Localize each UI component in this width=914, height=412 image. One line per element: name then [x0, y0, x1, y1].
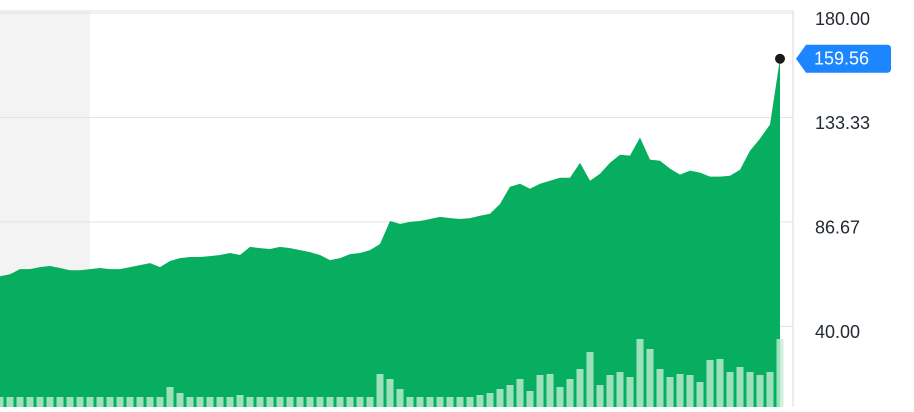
y-tick-label: 133.33: [815, 113, 870, 133]
volume-bar: [746, 372, 754, 407]
volume-bar: [366, 397, 374, 407]
volume-bar: [36, 397, 44, 407]
volume-bar: [346, 397, 354, 407]
volume-bar: [116, 397, 124, 407]
volume-bar: [6, 397, 14, 407]
volume-bar: [356, 397, 364, 407]
volume-bar: [216, 397, 224, 407]
price-area: [0, 58, 780, 408]
volume-bar: [66, 397, 74, 407]
volume-bar: [376, 374, 384, 407]
volume-bar: [636, 339, 644, 407]
volume-bar: [586, 352, 594, 407]
volume-bar: [476, 395, 484, 407]
volume-bar: [736, 367, 744, 407]
volume-bar: [156, 397, 164, 407]
volume-bar: [176, 393, 184, 407]
volume-bar: [606, 375, 614, 407]
volume-bar: [456, 397, 464, 407]
volume-bar: [516, 379, 524, 407]
volume-bar: [496, 389, 504, 407]
volume-bar: [46, 397, 54, 407]
volume-bar: [656, 369, 664, 407]
volume-bar: [406, 397, 414, 407]
volume-bar: [576, 369, 584, 407]
volume-bar: [676, 374, 684, 407]
y-tick-label: 180.00: [815, 9, 870, 29]
volume-bar: [296, 397, 304, 407]
volume-bar: [266, 397, 274, 407]
volume-bar: [96, 397, 104, 407]
volume-bar: [196, 397, 204, 407]
volume-bar: [446, 397, 454, 407]
volume-bar: [566, 379, 574, 407]
volume-bar: [136, 397, 144, 407]
volume-bar: [306, 397, 314, 407]
volume-bar: [126, 397, 134, 407]
price-area: [0, 53, 785, 408]
y-tick-label: 86.67: [815, 218, 860, 238]
volume-bar: [756, 375, 764, 407]
volume-bar: [16, 397, 24, 407]
volume-bar: [536, 375, 544, 407]
volume-bar: [56, 397, 64, 407]
volume-bar: [316, 397, 324, 407]
volume-bar: [0, 397, 4, 407]
volume-bar: [236, 395, 244, 407]
volume-bar: [146, 397, 154, 407]
volume-bar: [286, 397, 294, 407]
volume-bar: [776, 339, 784, 407]
volume-bar: [646, 349, 654, 407]
volume-bar: [226, 397, 234, 407]
volume-bar: [186, 397, 194, 407]
volume-bar: [256, 397, 264, 407]
volume-bar: [246, 397, 254, 407]
price-tag-label: 159.56: [814, 49, 869, 69]
volume-bar: [546, 374, 554, 407]
volume-bar: [386, 379, 394, 407]
volume-bar: [106, 397, 114, 407]
volume-bar: [336, 397, 344, 407]
volume-bar: [206, 397, 214, 407]
volume-bar: [726, 372, 734, 407]
volume-bar: [326, 397, 334, 407]
last-point: [775, 53, 785, 64]
volume-bar: [706, 360, 714, 407]
volume-bar: [526, 391, 534, 407]
volume-bar: [506, 385, 514, 407]
volume-bar: [556, 387, 564, 407]
volume-bar: [86, 397, 94, 407]
y-tick-label: 40.00: [815, 322, 860, 342]
volume-bar: [666, 377, 674, 407]
volume-bar: [436, 397, 444, 407]
volume-bar: [276, 397, 284, 407]
volume-bar: [696, 382, 704, 407]
y-axis: 180.00 133.33 86.67 40.00 159.56: [796, 9, 891, 342]
volume-bar: [686, 375, 694, 407]
price-tag: [796, 44, 891, 73]
volume-bar: [626, 377, 634, 407]
volume-bar: [426, 397, 434, 407]
volume-bar: [486, 393, 494, 407]
volume-bar: [466, 397, 474, 407]
volume-bar: [416, 397, 424, 407]
volume-bar: [26, 397, 34, 407]
volume-bar: [166, 387, 174, 407]
volume-bar: [76, 397, 84, 407]
volume-bar: [596, 385, 604, 407]
volume-bar: [616, 372, 624, 407]
volume-bar: [396, 389, 404, 407]
volume-bar: [766, 372, 774, 407]
volume-bar: [716, 359, 724, 407]
